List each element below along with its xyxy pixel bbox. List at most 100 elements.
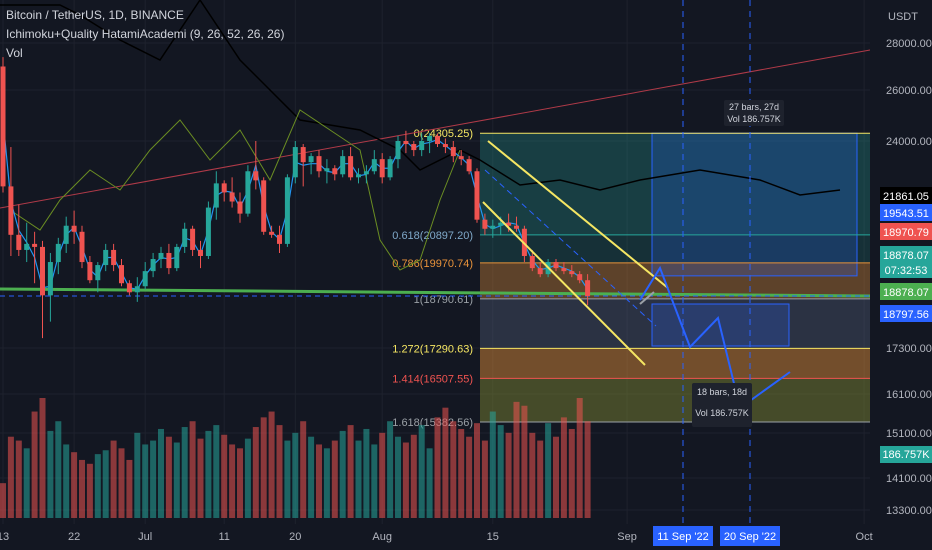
candle — [284, 177, 290, 244]
symbol-title[interactable]: Bitcoin / TetherUS, 1D, BINANCE — [6, 8, 184, 22]
fib-zone — [480, 348, 870, 379]
volume-bar — [102, 450, 109, 518]
candle — [529, 255, 535, 269]
volume-bar — [205, 430, 212, 518]
volume-bar — [481, 440, 488, 518]
candle — [0, 66, 6, 187]
price-badge — [880, 187, 932, 204]
y-tick-label: 15100.00 — [886, 428, 932, 440]
candle — [553, 262, 559, 269]
volume-bar — [276, 425, 283, 518]
volume-bar — [379, 432, 386, 518]
fib-label: 0.618(20897.20) — [392, 230, 473, 242]
candle — [221, 183, 227, 193]
y-tick-label: 24000.00 — [886, 136, 932, 148]
candle — [182, 228, 188, 247]
volume-bar — [23, 448, 30, 518]
volume-title[interactable]: Vol — [6, 46, 23, 60]
date-badge-text: 20 Sep '22 — [724, 531, 776, 543]
volume-bar — [221, 434, 228, 518]
volume-bar — [387, 421, 394, 518]
chart-legend: Bitcoin / TetherUS, 1D, BINANCE Ichimoku… — [6, 6, 284, 63]
y-tick-label: 14100.00 — [886, 473, 932, 485]
indicator-title[interactable]: Ichimoku+Quality HatamiAcademi (9, 26, 5… — [6, 27, 285, 41]
fib-label: 1.414(16507.55) — [392, 373, 473, 385]
volume-bar — [442, 407, 449, 518]
measure-label-bars: 18 bars, 18d — [697, 387, 747, 397]
candle — [229, 192, 235, 202]
candle — [363, 171, 369, 175]
candle — [32, 243, 38, 247]
volume-bar — [347, 425, 354, 518]
candle — [316, 156, 322, 172]
volume-bar — [410, 434, 417, 518]
candle — [514, 225, 519, 229]
x-tick-label: Oct — [856, 531, 873, 543]
green-line — [9, 109, 461, 271]
volume-bar — [86, 463, 93, 518]
candle — [324, 168, 330, 172]
x-tick-label: 20 — [289, 531, 301, 543]
candle — [442, 144, 448, 148]
measure-label-box — [692, 383, 752, 427]
fib-label: 1.272(17290.63) — [392, 343, 473, 355]
candle — [261, 180, 267, 232]
volume-bar — [260, 417, 267, 518]
measure-label-vol: Vol 186.757K — [695, 408, 749, 418]
measure-box — [651, 132, 858, 277]
date-badge-text: 11 Sep '22 — [657, 531, 708, 543]
candle — [348, 156, 354, 178]
volume-bar — [63, 444, 70, 518]
volume-bar — [323, 448, 330, 518]
support-line — [0, 287, 871, 298]
volume-bar — [31, 411, 38, 518]
volume-bar — [363, 428, 370, 518]
candle — [55, 243, 61, 263]
price-badge — [880, 261, 932, 278]
candle — [47, 262, 53, 296]
candle — [16, 234, 22, 250]
candle — [427, 135, 433, 141]
price-badge-text: 18970.79 — [883, 227, 929, 239]
candle — [403, 141, 409, 145]
candle — [103, 249, 109, 266]
volume-bar — [244, 438, 251, 518]
y-tick-label: 26000.00 — [886, 85, 932, 97]
candle — [482, 219, 488, 229]
volume-bar — [505, 432, 512, 518]
fib-zone — [480, 378, 870, 422]
volume-bar — [158, 428, 164, 518]
candle — [213, 183, 219, 208]
volume-bar — [237, 448, 243, 518]
volume-bar — [371, 444, 378, 518]
price-badge-text: 18878.07 — [883, 287, 929, 299]
fib-zone — [480, 234, 870, 263]
candle — [387, 159, 393, 178]
candle — [450, 147, 456, 157]
candle — [269, 231, 275, 235]
candle — [490, 225, 496, 229]
volume-bar — [47, 430, 54, 518]
volume-bar — [165, 436, 172, 518]
candle — [474, 171, 480, 220]
candle — [150, 259, 156, 272]
candle — [119, 265, 124, 284]
volume-bar — [150, 440, 157, 518]
volume-bar — [560, 417, 567, 518]
volume-bar — [189, 421, 196, 518]
time-axis: 13 22 Jul 11 20 Aug 15 Sep Oct 11 Sep '22 20 Sep '… — [0, 524, 932, 550]
volume-badge — [880, 446, 932, 463]
volume-bar — [584, 421, 591, 518]
candle — [411, 144, 417, 151]
price-badge-text: 18878.07 — [883, 250, 929, 262]
volume-bar — [181, 427, 188, 518]
candle — [466, 159, 472, 172]
volume-bar — [331, 440, 338, 518]
channel-mid — [484, 169, 657, 327]
x-tick-label: Aug — [372, 531, 392, 543]
volume-bar — [126, 459, 133, 518]
measure-label-vol: Vol 186.757K — [727, 114, 781, 124]
price-axis: USDT 28000.00 26000.00 24000.00 17300.00 1610… — [870, 0, 932, 550]
candle — [506, 222, 512, 226]
